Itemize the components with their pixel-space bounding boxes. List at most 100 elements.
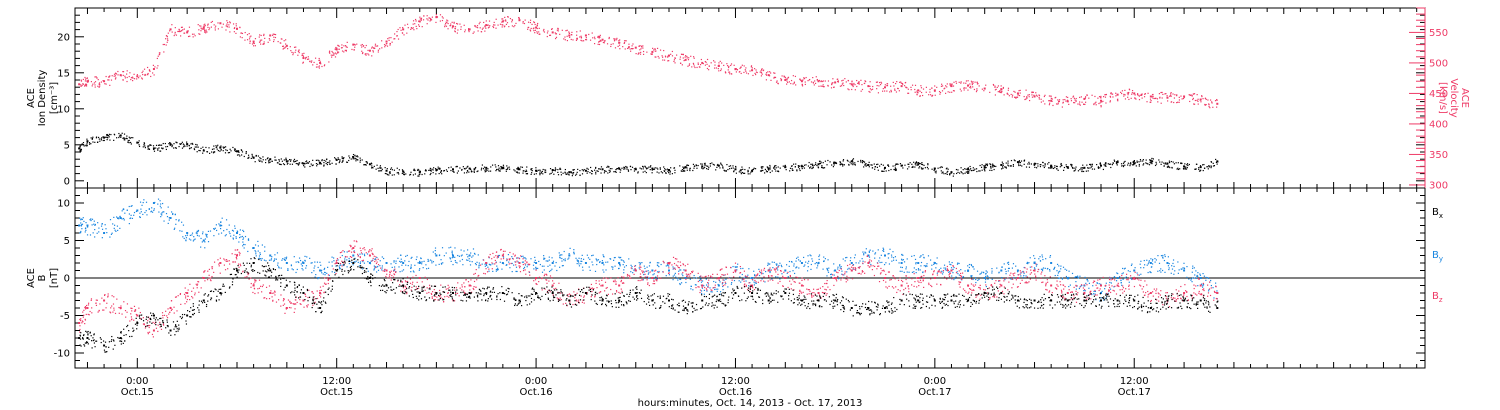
density-series-sample <box>95 137 98 139</box>
velocity-series-sample <box>1139 94 1141 96</box>
density-series-sample <box>616 168 618 170</box>
density-series-sample <box>882 170 884 172</box>
density-series-sample <box>990 167 992 169</box>
by-series-sample <box>363 253 366 255</box>
velocity-series-sample <box>1173 97 1176 99</box>
by-series-sample <box>985 275 987 278</box>
by-series-sample <box>786 264 788 266</box>
by-series-sample <box>100 225 103 227</box>
velocity-series-sample <box>354 46 356 48</box>
velocity-series-sample <box>282 48 284 50</box>
density-series-sample <box>1121 165 1123 167</box>
by-series-sample <box>589 269 591 271</box>
velocity-series-sample <box>84 84 86 86</box>
density-series-sample <box>560 171 562 173</box>
velocity-series-sample <box>1084 103 1086 106</box>
velocity-series-sample <box>718 62 720 64</box>
velocity-series-sample <box>951 83 953 85</box>
density-series-sample <box>159 150 161 152</box>
density-series-sample <box>623 168 625 170</box>
density-series-sample <box>116 137 118 139</box>
density-series-sample <box>1039 165 1042 168</box>
density-series-sample <box>241 149 243 152</box>
by-series-sample <box>680 282 683 284</box>
density-series-sample <box>1080 167 1082 169</box>
by-series-sample <box>160 203 162 205</box>
by-series-sample <box>429 259 432 261</box>
velocity-series-sample <box>820 80 822 82</box>
by-series-sample <box>96 232 98 234</box>
by-series-sample <box>971 276 973 278</box>
velocity-series-sample <box>174 31 176 34</box>
velocity-series-sample <box>93 82 96 84</box>
density-series-point <box>1066 166 1069 169</box>
velocity-series-sample <box>249 42 251 44</box>
density-series-sample <box>280 158 282 160</box>
velocity-series-sample <box>181 26 183 28</box>
density-series-sample <box>190 143 192 145</box>
density-series-sample <box>113 139 115 141</box>
by-series-sample <box>172 213 174 216</box>
velocity-series-sample <box>108 76 110 78</box>
by-series-sample <box>146 214 148 216</box>
by-series-sample <box>690 288 692 290</box>
density-series-sample <box>186 141 188 143</box>
by-series-sample <box>209 230 212 232</box>
density-series-sample <box>1102 168 1105 171</box>
velocity-series-sample <box>447 20 449 22</box>
by-series-sample <box>701 292 703 295</box>
density-series-sample <box>234 148 237 150</box>
density-series-sample <box>991 165 994 167</box>
density-series-sample <box>576 171 578 173</box>
by-series-sample <box>667 264 669 267</box>
density-series-sample <box>193 148 196 151</box>
velocity-series-sample <box>179 30 181 33</box>
velocity-series-sample <box>892 81 894 84</box>
velocity-series-sample <box>901 82 904 85</box>
by-series-sample <box>93 220 95 222</box>
density-series-sample <box>702 168 704 170</box>
density-series-sample <box>359 161 361 163</box>
density-series-sample <box>921 164 924 166</box>
velocity-series-sample <box>268 38 270 40</box>
by-series-sample <box>451 253 453 255</box>
velocity-tick-label: 500 <box>1429 58 1448 69</box>
density-series-sample <box>661 172 664 174</box>
density-series-sample <box>432 169 434 171</box>
velocity-series-sample <box>485 20 487 22</box>
velocity-series-sample <box>729 73 731 75</box>
velocity-series-sample <box>306 58 309 60</box>
density-series-sample <box>296 159 298 162</box>
by-series-sample <box>506 264 508 266</box>
by-series-sample <box>563 259 565 261</box>
density-series-sample <box>289 163 291 165</box>
velocity-series-sample <box>504 16 506 19</box>
velocity-series-sample <box>92 83 94 85</box>
density-series-sample <box>1091 168 1094 170</box>
density-series-sample <box>130 143 132 145</box>
by-series-sample <box>742 267 744 270</box>
velocity-series-point <box>518 19 521 22</box>
by-series-sample <box>894 256 897 258</box>
velocity-series-sample <box>1028 99 1031 102</box>
by-series-sample <box>767 264 769 266</box>
velocity-series-sample <box>762 69 764 72</box>
by-series-sample <box>976 270 979 272</box>
density-series-sample <box>933 169 936 171</box>
by-series-sample <box>677 279 679 281</box>
velocity-series-sample <box>907 88 909 90</box>
velocity-series-sample <box>144 73 146 76</box>
velocity-series-sample <box>159 52 161 54</box>
density-series-sample <box>945 168 948 170</box>
by-series-sample <box>765 270 767 273</box>
velocity-series-sample <box>941 83 943 85</box>
by-series-sample <box>685 281 687 284</box>
velocity-series-sample <box>281 38 283 40</box>
velocity-series-sample <box>699 64 702 66</box>
by-series-sample <box>153 208 155 210</box>
by-series-sample <box>900 266 902 268</box>
density-series-sample <box>220 149 222 151</box>
density-series-sample <box>669 173 671 175</box>
density-series-sample <box>774 168 776 170</box>
velocity-series-sample <box>1038 98 1040 100</box>
